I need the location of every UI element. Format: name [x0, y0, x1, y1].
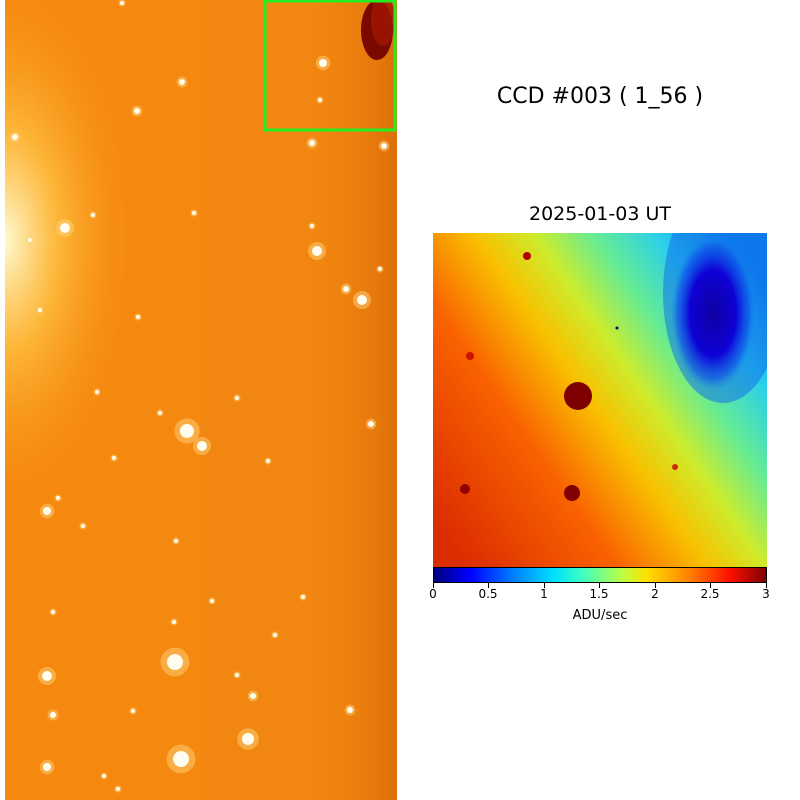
star-zoom — [460, 484, 470, 494]
star — [266, 459, 270, 463]
star — [42, 671, 52, 681]
star — [12, 134, 18, 140]
colorbar-tick — [599, 583, 600, 588]
colorbar-label: ADU/sec — [572, 608, 628, 623]
star — [38, 308, 42, 312]
date-title: 2025-01-03 UT — [529, 203, 671, 225]
colorbar-tick — [766, 583, 767, 588]
star — [56, 496, 60, 500]
zoom-panel-image — [433, 233, 767, 567]
star — [309, 140, 315, 146]
colorbar-tick-label: 3 — [762, 587, 770, 601]
star-zoom — [523, 252, 531, 260]
star — [273, 633, 277, 637]
star — [343, 286, 349, 292]
star — [120, 1, 124, 5]
colorbar — [433, 567, 767, 583]
star — [172, 620, 176, 624]
colorbar-tick-label: 1 — [540, 587, 548, 601]
star — [197, 441, 207, 451]
star — [95, 390, 99, 394]
colorbar-tick — [710, 583, 711, 588]
star — [91, 213, 95, 217]
ccd-full-image — [5, 0, 397, 800]
star — [51, 610, 55, 614]
ccd-title: CCD #003 ( 1_56 ) — [496, 84, 704, 109]
colorbar-tick-label: 2 — [651, 587, 659, 601]
star — [131, 709, 135, 713]
star — [250, 693, 256, 699]
star — [180, 424, 194, 438]
star-zoom — [564, 382, 592, 410]
star — [173, 751, 189, 767]
star — [301, 595, 305, 599]
colorbar-tick-label: 0.5 — [478, 587, 498, 601]
star — [136, 315, 140, 319]
star — [174, 539, 178, 543]
star — [43, 763, 51, 771]
colorbar-tick-label: 1.5 — [589, 587, 609, 601]
star — [81, 524, 85, 528]
star — [312, 246, 322, 256]
star — [112, 456, 116, 460]
star — [102, 774, 106, 778]
star — [310, 224, 314, 228]
star — [116, 787, 120, 791]
star — [192, 211, 196, 215]
star — [134, 108, 140, 114]
colorbar-tick — [433, 583, 434, 588]
star-field — [9, 0, 390, 793]
star — [60, 223, 70, 233]
star — [235, 396, 239, 400]
star — [43, 507, 51, 515]
dark-feature-zoom — [671, 235, 755, 391]
colorbar-tick-label: 0 — [429, 587, 437, 601]
star — [210, 599, 214, 603]
star — [235, 673, 239, 677]
zoom-region-box — [263, 0, 397, 132]
star — [347, 707, 353, 713]
star-zoom — [564, 485, 580, 501]
star — [242, 733, 254, 745]
star-zoom — [466, 352, 474, 360]
star — [28, 238, 32, 242]
star-zoom — [615, 326, 619, 330]
star — [167, 654, 183, 670]
star — [378, 267, 382, 271]
star — [319, 59, 327, 67]
star — [357, 295, 367, 305]
star — [179, 79, 185, 85]
colorbar-tick — [655, 583, 656, 588]
star — [318, 98, 322, 102]
star — [368, 421, 374, 427]
star-zoom — [672, 464, 678, 470]
star — [381, 143, 387, 149]
star — [158, 411, 162, 415]
colorbar-tick-label: 2.5 — [700, 587, 720, 601]
colorbar-tick — [488, 583, 489, 588]
colorbar-tick — [544, 583, 545, 588]
star — [50, 712, 56, 718]
